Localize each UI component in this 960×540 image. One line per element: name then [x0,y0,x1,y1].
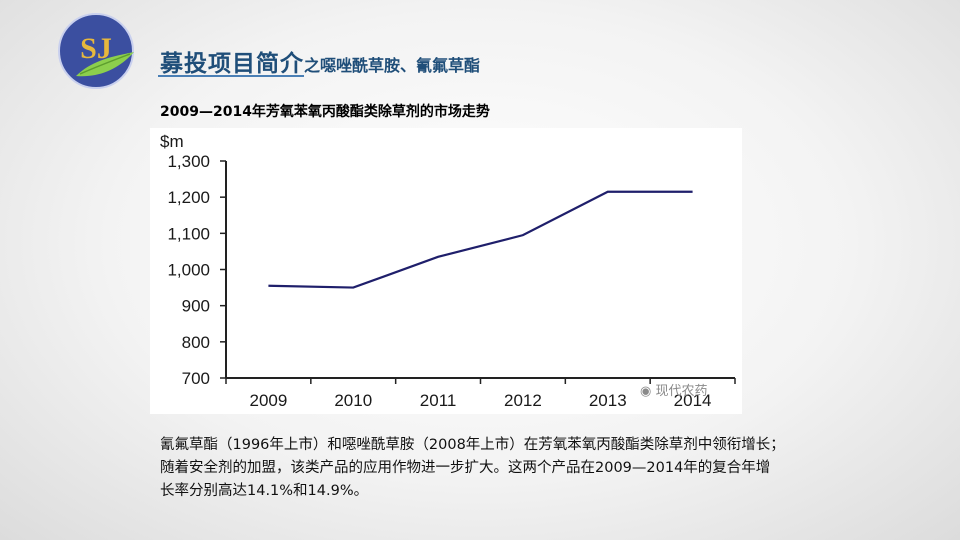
wechat-icon: ◉ [640,384,652,399]
x-tick-label: 2011 [420,391,457,410]
chart-heading: 2009—2014年芳氧苯氧丙酸酯类除草剂的市场走势 [160,104,490,120]
y-tick-label: 900 [182,297,210,316]
title-main: 募投项目简介 [160,50,304,76]
title-underline [158,75,304,77]
chart: $m 700 800 900 1,000 1,100 1,200 1,300 2009 2010 2… [150,128,742,414]
watermark: ◉ 现代农药 [640,380,708,399]
y-tick-label: 1,000 [167,261,210,280]
y-tick-label: 800 [182,333,210,352]
logo: SJ [54,12,138,90]
watermark-text: 现代农药 [655,384,708,399]
x-tick-label: 2012 [504,391,542,410]
body-line: 氰氟草酯（1996年上市）和噁唑酰草胺（2008年上市）在芳氧苯氧丙酸酯类除草剂… [160,437,785,453]
y-tick-label: 1,100 [167,224,210,243]
body-line: 长率分别高达14.1%和14.9%。 [160,483,369,499]
y-tick-label: 1,300 [167,152,210,171]
x-tick-label: 2014 [674,391,712,410]
slide-title: 募投项目简介之噁唑酰草胺、氰氟草酯 [160,44,480,78]
body-line: 随着安全剂的加盟，该类产品的应用作物进一步扩大。这两个产品在2009—2014年… [160,460,771,476]
chart-svg: $m 700 800 900 1,000 1,100 1,200 1,300 2009 2010 2… [160,132,736,410]
logo-text: SJ [80,32,112,65]
series-line [268,190,693,289]
body-text: 氰氟草酯（1996年上市）和噁唑酰草胺（2008年上市）在芳氧苯氧丙酸酯类除草剂… [160,434,900,503]
x-tick-label: 2009 [250,391,288,410]
y-tick-label: 1,200 [167,188,210,207]
x-tick-label: 2010 [334,391,372,410]
y-unit-label: $m [160,132,184,151]
title-sub: 之噁唑酰草胺、氰氟草酯 [304,58,481,75]
x-tick-label: 2013 [589,391,627,410]
y-tick-label: 700 [182,369,210,388]
logo-circle [59,14,133,88]
